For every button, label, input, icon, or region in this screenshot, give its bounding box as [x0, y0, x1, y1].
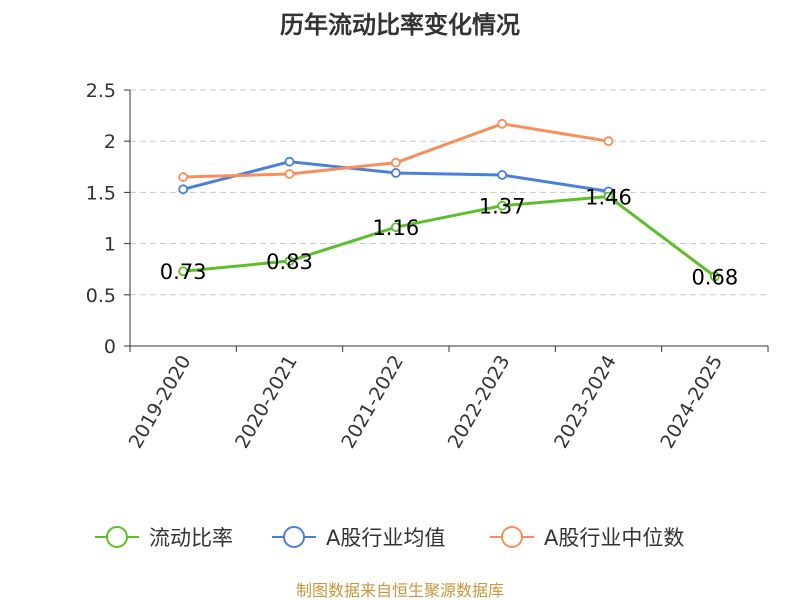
data-label: 0.68: [691, 265, 738, 289]
legend-marker: [106, 526, 128, 548]
data-label: 1.37: [479, 195, 526, 219]
data-point: [178, 266, 189, 277]
series-line-0: [183, 194, 716, 278]
grid-lines: [130, 89, 768, 296]
data-labels: 0.73 0.83 1.16 1.37 1.46 0.68: [160, 185, 738, 289]
x-tick-label: 2022-2023: [444, 351, 515, 452]
y-tick-label: 0.5: [86, 285, 116, 307]
x-tick-label: 2024-2025: [656, 352, 727, 453]
x-tick-label: 2020-2021: [231, 352, 302, 453]
x-tick-label: 2023-2024: [550, 352, 621, 453]
data-point: [284, 156, 295, 167]
y-tick-label: 1.5: [86, 182, 116, 204]
legend-label: 流动比率: [149, 526, 233, 550]
data-point: [497, 118, 508, 129]
data-label: 0.83: [266, 250, 313, 274]
data-label: 1.46: [585, 185, 632, 209]
data-point: [603, 191, 614, 202]
legend-marker: [283, 526, 305, 548]
legend: 流动比率 A股行业均值 A股行业中位数: [95, 526, 684, 550]
data-point: [497, 200, 508, 211]
data-label: 1.16: [372, 216, 419, 240]
data-point: [390, 157, 401, 168]
data-point: [603, 136, 614, 147]
x-tick-label: 2019-2020: [125, 352, 196, 453]
x-tick-label: 2021-2022: [337, 352, 408, 453]
data-point: [709, 271, 720, 282]
series-group: [178, 118, 720, 282]
chart-title: 历年流动比率变化情况: [280, 11, 520, 39]
y-tick-label: 2.5: [86, 80, 116, 102]
data-point: [178, 172, 189, 182]
data-point: [178, 184, 189, 195]
y-tick-label: 0: [104, 336, 116, 358]
source-note: 制图数据来自恒生聚源数据库: [296, 581, 504, 600]
y-tick-label: 1: [104, 234, 116, 256]
y-tick-label: 2: [104, 131, 116, 153]
data-point: [390, 222, 401, 233]
legend-label: A股行业均值: [326, 526, 445, 550]
data-point: [284, 169, 295, 179]
legend-label: A股行业中位数: [544, 526, 684, 550]
data-point: [284, 256, 295, 266]
data-point: [390, 168, 401, 178]
legend-marker: [501, 526, 523, 548]
data-point: [497, 170, 508, 180]
data-label: 0.73: [160, 260, 207, 284]
